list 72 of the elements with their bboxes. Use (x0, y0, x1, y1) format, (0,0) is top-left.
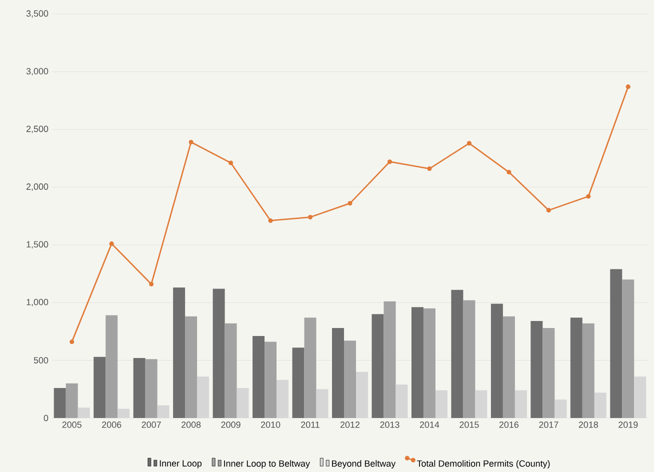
x-tick-label: 2012 (340, 421, 360, 428)
point (626, 84, 630, 89)
bar (582, 323, 594, 418)
point (109, 241, 114, 246)
x-tick-label: 2016 (499, 421, 519, 428)
y-tick-label: 2,000 (26, 183, 48, 191)
bar (463, 300, 476, 418)
point (427, 166, 432, 171)
x-tick-label: 2018 (578, 421, 598, 428)
y-tick-label: 0 (44, 414, 48, 422)
point (506, 170, 512, 174)
bar (66, 383, 78, 418)
point (348, 200, 352, 206)
bar (490, 304, 503, 418)
bar (252, 336, 265, 418)
x-tick-label: 2005 (62, 421, 82, 428)
point (308, 214, 313, 220)
y-tick-label: 1,500 (26, 241, 48, 248)
bar (264, 342, 277, 418)
bar (106, 315, 118, 418)
bar (145, 359, 158, 418)
point (466, 140, 472, 146)
x-tick-label: 2007 (142, 421, 161, 428)
point (70, 339, 74, 344)
point (228, 160, 234, 166)
bar (133, 358, 146, 418)
x-tick-label: 2009 (221, 421, 240, 428)
bar (423, 308, 436, 418)
y-tick-label: 1,000 (26, 298, 48, 306)
legend-label: Inner Loop to Beltway (224, 460, 310, 468)
bar (173, 288, 186, 418)
y-tick-label: 500 (34, 357, 48, 364)
bar (502, 316, 515, 418)
bar (212, 288, 225, 418)
bar (411, 307, 424, 418)
bar (94, 356, 106, 418)
x-tick-label: 2019 (618, 421, 638, 428)
x-tick-label: 2011 (301, 421, 320, 428)
x-tick-label: 2014 (420, 421, 440, 428)
bar (304, 318, 316, 418)
bar (332, 328, 344, 418)
x-tick-label: 2015 (460, 421, 479, 428)
bar (372, 314, 384, 418)
bar (542, 328, 555, 418)
x-tick-label: 2017 (539, 421, 558, 428)
y-tick-label: 3,500 (26, 10, 48, 18)
point (188, 140, 194, 144)
legend-label: Beyond Beltway (332, 460, 396, 468)
point (268, 218, 273, 223)
bar (570, 318, 582, 418)
point (546, 208, 551, 212)
bar (384, 301, 396, 418)
x-tick-label: 2013 (380, 421, 400, 428)
point (149, 282, 154, 286)
legend-label: Total Demolition Permits (County) (416, 460, 550, 468)
bar (451, 290, 464, 418)
bar (54, 388, 66, 418)
point (387, 159, 392, 164)
legend-label: Inner Loop (160, 460, 202, 468)
x-tick-label: 2010 (261, 421, 280, 428)
bar (185, 316, 198, 418)
y-tick-label: 3,000 (26, 68, 48, 76)
bar (344, 340, 356, 418)
bar (610, 269, 622, 418)
x-tick-label: 2008 (182, 421, 201, 428)
y-tick-label: 2,500 (26, 126, 48, 134)
bar (622, 279, 634, 418)
point (586, 194, 591, 199)
x-tick-label: 2006 (102, 421, 122, 428)
bar (224, 323, 237, 418)
bar (292, 348, 304, 418)
bar (530, 320, 543, 418)
